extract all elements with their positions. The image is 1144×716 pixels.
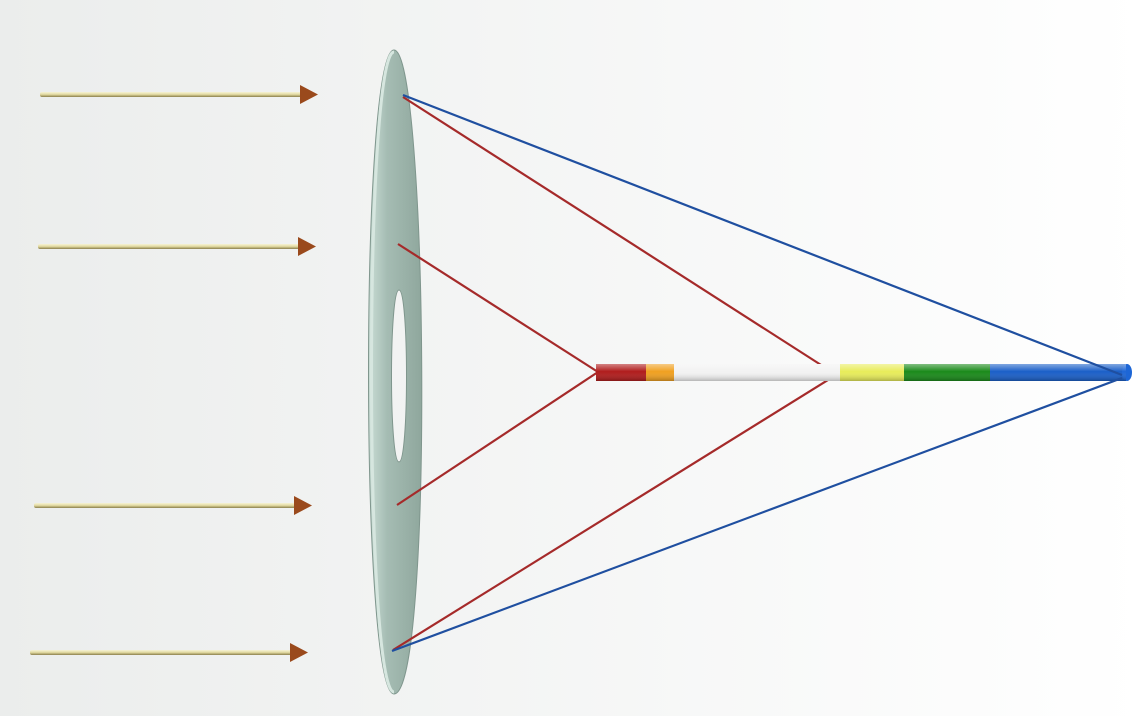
red-ray [402,96,833,373]
incoming-ray [38,237,316,256]
focal-axis-bar [596,364,1132,381]
lens-disc [368,49,423,695]
red-ray [392,374,837,651]
blue-rays [391,93,1123,653]
arrow-head-icon [294,496,312,515]
blue-ray [402,93,1123,377]
red-rays [392,96,837,651]
incoming-rays [30,85,318,662]
incoming-ray-shaft [30,650,292,655]
arrow-head-icon [300,85,318,104]
incoming-ray-shaft [40,92,302,97]
red-ray [396,371,599,506]
axis-shading [596,364,1126,381]
incoming-ray [30,643,308,662]
arrow-head-icon [290,643,308,662]
annular-lens [368,49,423,695]
lens-rim-highlight [370,50,396,694]
blue-ray [391,376,1123,653]
incoming-ray [34,496,312,515]
incoming-ray-shaft [34,503,296,508]
red-ray [397,243,599,373]
incoming-ray [40,85,318,104]
incoming-ray-shaft [38,244,300,249]
arrow-head-icon [298,237,316,256]
